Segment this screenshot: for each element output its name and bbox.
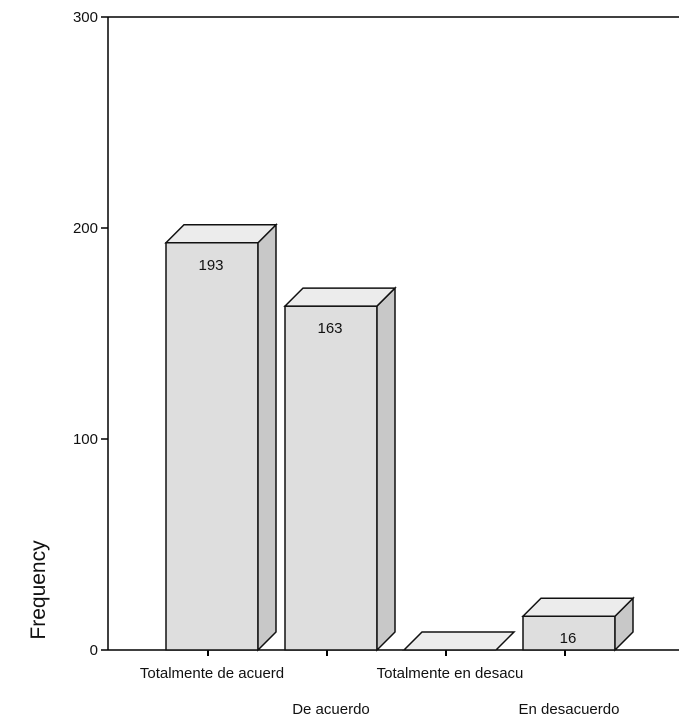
bar-0: [164, 222, 278, 652]
bar-1: [283, 286, 397, 652]
y-tick-label-0: 0: [90, 642, 98, 659]
bar-side-1: [376, 286, 396, 652]
bar-value-label-1: 163: [317, 320, 342, 337]
bar-side-0: [257, 222, 277, 652]
x-category-label-3: En desacuerdo: [519, 701, 620, 718]
chart-bars: [164, 222, 635, 652]
x-category-label-0: Totalmente de acuerd: [140, 665, 284, 682]
y-tick-label-1: 100: [73, 431, 98, 448]
bar-value-label-3: 16: [560, 630, 577, 647]
bar-top-1: [283, 287, 397, 307]
bar-3: [521, 596, 635, 652]
bar-value-label-0: 193: [198, 257, 223, 274]
x-category-label-2: Totalmente en desacu: [377, 665, 524, 682]
y-tick-label-2: 200: [73, 220, 98, 237]
chart-labels: 193 163 16 Totalmente de acuerd De acuerdo To…: [140, 257, 620, 718]
x-category-label-1: De acuerdo: [292, 701, 370, 718]
bar-top-2: [402, 631, 516, 651]
bar-top-0: [164, 224, 278, 244]
bar-top-3: [521, 597, 635, 617]
bar-front-0: [165, 242, 259, 651]
y-tick-label-3: 300: [73, 9, 98, 26]
bar-2: [402, 631, 516, 651]
y-axis-title: Frequency: [27, 540, 50, 640]
bar-front-1: [284, 305, 378, 651]
